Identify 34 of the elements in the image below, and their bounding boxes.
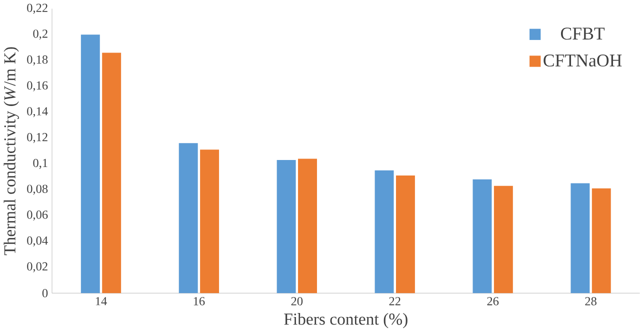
y-tick-label: 0,16 <box>27 81 48 92</box>
y-tick-label: 0,04 <box>27 236 48 247</box>
y-tick-label: 0,06 <box>27 210 48 221</box>
bar <box>102 52 122 294</box>
bar <box>472 179 492 294</box>
x-tick-label: 26 <box>487 297 499 306</box>
bar <box>298 158 317 294</box>
y-tick-label: 0,2 <box>33 30 48 40</box>
y-tick-label: 0,12 <box>27 133 48 144</box>
y-tick-label: 0,08 <box>27 184 48 195</box>
x-tick-label: 16 <box>194 297 205 306</box>
bar <box>592 188 611 294</box>
y-axis-title: Thermal conductivity (W/m K) <box>4 47 19 256</box>
bar <box>200 150 220 294</box>
y-tick-label: 0,14 <box>27 107 48 118</box>
bar <box>80 34 100 294</box>
legend-label: CFBT <box>560 28 605 40</box>
y-tick-label: 0 <box>42 289 48 298</box>
x-tick-label: 28 <box>585 297 596 306</box>
x-tick-label: 22 <box>389 297 400 306</box>
legend-label: CFTNaOH <box>544 54 622 67</box>
x-axis-title: Fibers content (%) <box>284 313 408 328</box>
bar <box>494 186 513 294</box>
bar <box>570 183 590 294</box>
x-tick-label: 20 <box>291 297 303 306</box>
bar <box>178 143 198 294</box>
y-tick-label: 0,1 <box>33 158 48 169</box>
bar <box>276 160 296 294</box>
x-tick-label: 14 <box>96 297 107 306</box>
bar <box>374 170 394 294</box>
y-tick-label: 0,02 <box>27 262 48 272</box>
y-tick-label: 0,22 <box>27 4 48 14</box>
y-tick-label: 0,18 <box>27 55 48 66</box>
bar <box>396 176 415 294</box>
